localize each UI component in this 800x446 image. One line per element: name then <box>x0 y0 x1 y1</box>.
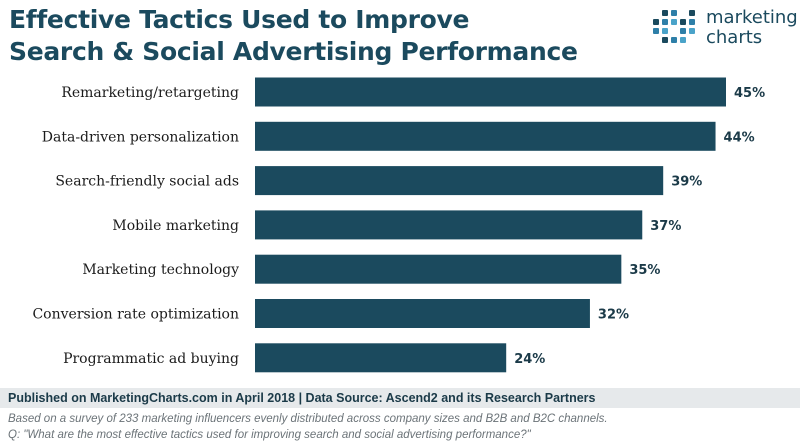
footer-source-bar <box>0 388 800 408</box>
bar <box>255 210 643 240</box>
logo-text-line-2: charts <box>706 27 763 48</box>
bar-chart: Remarketing/retargeting 45% Data-driven pe… <box>32 77 765 373</box>
logo-dot <box>653 19 659 25</box>
chart-title-line-2: Search & Social Advertising Performance <box>9 37 578 66</box>
logo-dot <box>671 19 677 25</box>
logo-text-line-1: marketing <box>706 7 798 28</box>
logo-dot <box>662 19 668 25</box>
value-label: 24% <box>514 352 545 367</box>
marketingcharts-logo: marketing charts <box>651 8 798 50</box>
chart-title-line-1: Effective Tactics Used to Improve <box>9 5 470 34</box>
category-label: Data-driven personalization <box>42 129 239 145</box>
survey-note: Based on a survey of 233 marketing influ… <box>8 413 608 425</box>
logo-dots-icon <box>653 10 695 43</box>
logo-dot <box>653 28 659 34</box>
category-label: Remarketing/retargeting <box>61 85 239 101</box>
chart-title: Effective Tactics Used to Improve Search… <box>9 4 609 68</box>
bar <box>255 121 716 151</box>
logo-dot <box>689 10 695 16</box>
logo-dot <box>662 37 668 43</box>
value-label: 39% <box>671 175 702 190</box>
logo-dot <box>680 28 686 34</box>
category-label: Marketing technology <box>82 262 239 278</box>
logo-dot <box>689 19 695 25</box>
category-label: Programmatic ad buying <box>63 351 239 367</box>
value-label: 37% <box>650 219 681 234</box>
bar <box>255 77 726 107</box>
bar <box>255 254 622 284</box>
logo-dot <box>680 37 686 43</box>
logo-dot <box>689 28 695 34</box>
bar <box>255 299 590 328</box>
category-label: Search-friendly social ads <box>55 174 239 190</box>
published-source-text: Published on MarketingCharts.com in Apri… <box>8 391 596 405</box>
value-label: 44% <box>724 130 755 145</box>
bar <box>255 343 507 373</box>
value-label: 35% <box>629 263 660 278</box>
category-label: Conversion rate optimization <box>32 307 239 323</box>
category-label: Mobile marketing <box>112 218 239 234</box>
survey-question: Q: "What are the most effective tactics … <box>8 429 531 441</box>
bar <box>255 166 664 196</box>
value-label: 32% <box>598 308 629 323</box>
value-label: 45% <box>734 86 765 101</box>
logo-dot <box>680 19 686 25</box>
logo-dot <box>671 10 677 16</box>
logo-dot <box>662 10 668 16</box>
logo-dot <box>662 28 668 34</box>
logo-dot <box>671 37 677 43</box>
